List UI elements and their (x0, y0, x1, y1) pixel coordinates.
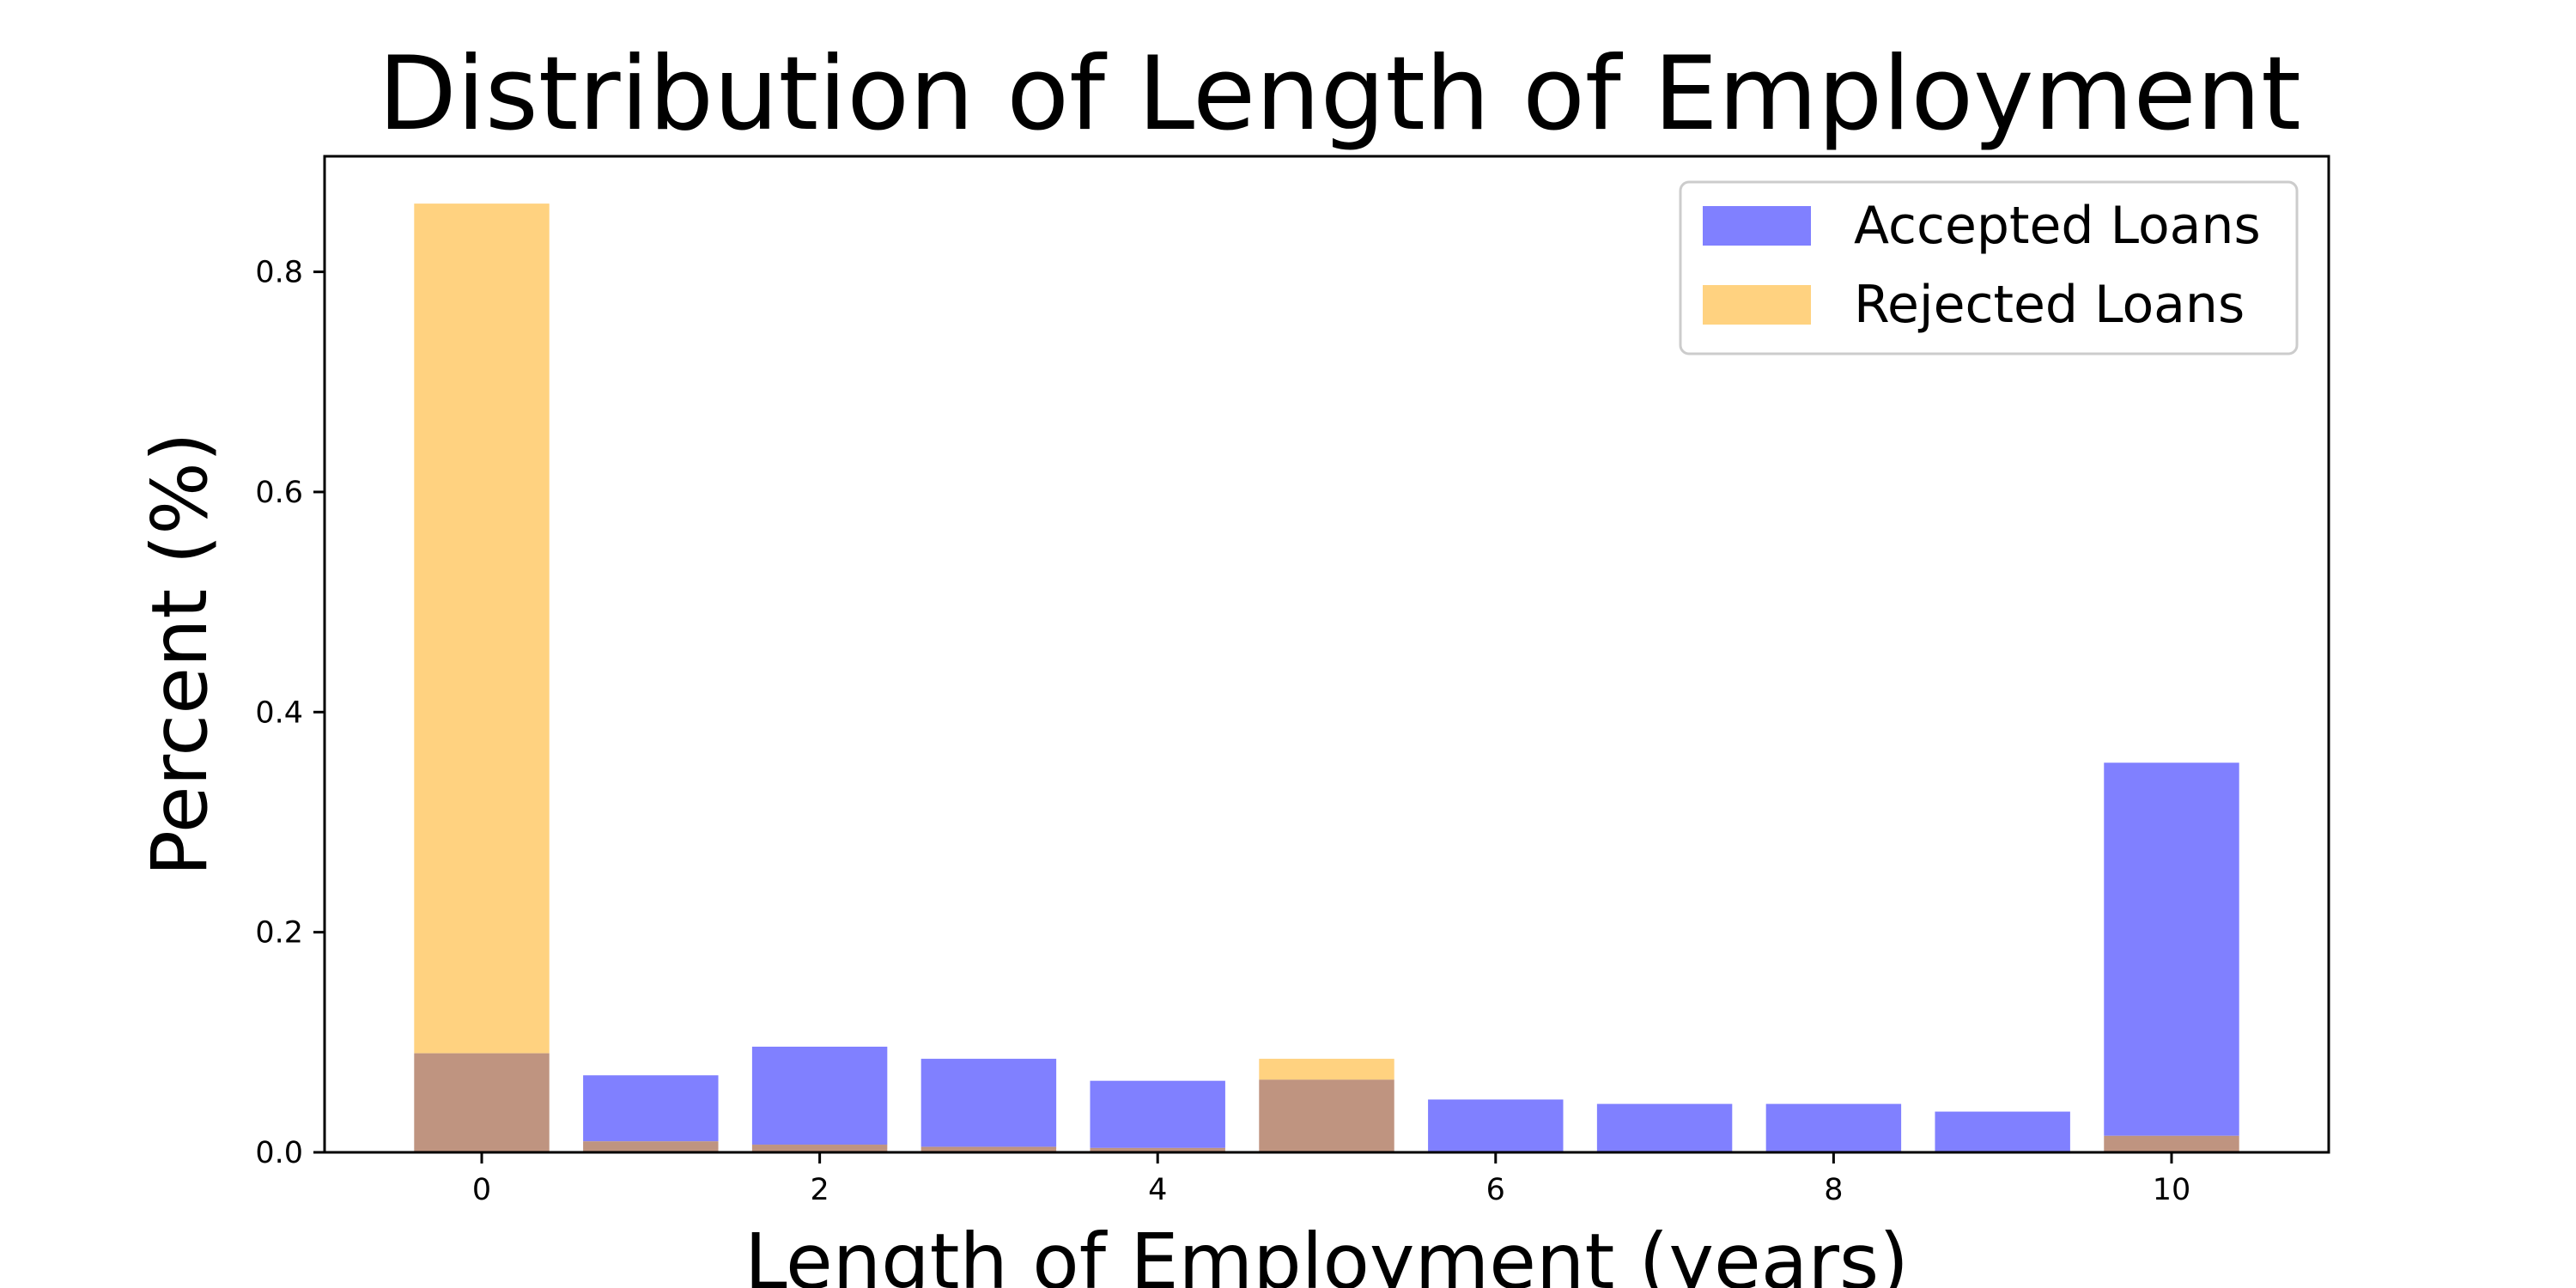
legend: Accepted Loans Rejected Loans (1679, 180, 2299, 355)
legend-swatch-accepted-loans (1703, 206, 1811, 246)
x-tick-label-8: 8 (1824, 1173, 1843, 1207)
x-tick-label-10: 10 (2153, 1173, 2191, 1207)
bars (414, 204, 2239, 1152)
x-axis-ticks: 0 2 4 6 8 10 (472, 1152, 2190, 1207)
bar-accepted-loans-9 (1935, 1111, 2070, 1151)
legend-frame (1679, 180, 2299, 355)
x-tick-label-0: 0 (472, 1173, 491, 1207)
x-tick-label-4: 4 (1148, 1173, 1167, 1207)
legend-label-accepted-loans: Accepted Loans (1854, 196, 2261, 256)
bar-overlap-5 (1259, 1079, 1394, 1152)
bar-rejected-loans-0 (414, 204, 550, 1054)
bar-accepted-loans-3 (920, 1059, 1057, 1147)
y-tick-label-0.2: 0.2 (255, 916, 303, 951)
bar-accepted-loans-7 (1596, 1103, 1733, 1151)
bar-overlap-3 (920, 1146, 1057, 1152)
bar-accepted-loans-4 (1090, 1080, 1225, 1148)
chart-title: Distribution of Length of Employment (378, 35, 2301, 154)
bar-accepted-loans-10 (2104, 762, 2239, 1136)
x-tick-label-2: 2 (810, 1173, 829, 1207)
y-axis-label: Percent (%) (135, 432, 224, 876)
y-axis-ticks: 0.0 0.2 0.4 0.6 0.8 (255, 256, 325, 1170)
y-tick-label-0.4: 0.4 (255, 696, 303, 730)
plot-frame (323, 155, 2330, 1154)
y-tick-label-0.6: 0.6 (255, 476, 303, 510)
bar-overlap-2 (751, 1145, 888, 1152)
x-axis-label: Length of Employment (years) (744, 1217, 1909, 1288)
bar-rejected-loans-5 (1259, 1059, 1394, 1080)
bar-overlap-1 (583, 1141, 719, 1152)
y-tick-label-0: 0.0 (255, 1136, 303, 1170)
bar-accepted-loans-1 (583, 1075, 719, 1142)
bar-overlap-4 (1090, 1147, 1225, 1152)
y-tick-label-0.8: 0.8 (255, 256, 303, 290)
bar-overlap-0 (414, 1053, 550, 1152)
bar-overlap-10 (2104, 1135, 2239, 1152)
bar-accepted-loans-2 (751, 1046, 888, 1145)
bar-accepted-loans-8 (1765, 1103, 1902, 1151)
bar-accepted-loans-6 (1428, 1099, 1564, 1151)
x-tick-label-6: 6 (1486, 1173, 1505, 1207)
legend-swatch-rejected-loans (1703, 285, 1811, 325)
legend-label-rejected-loans: Rejected Loans (1854, 275, 2245, 335)
